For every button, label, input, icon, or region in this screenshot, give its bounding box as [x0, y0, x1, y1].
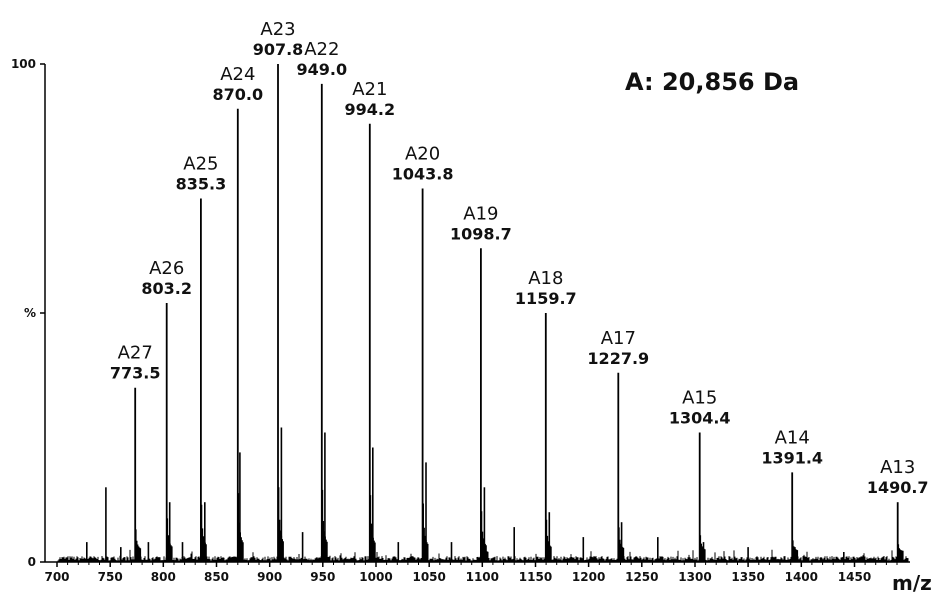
peak-mz-A25: 835.3	[176, 175, 227, 194]
x-tick-label-1250: 1250	[625, 570, 658, 584]
peak-mz-A13: 1490.7	[867, 478, 929, 497]
peak-mz-A18: 1159.7	[515, 289, 577, 308]
x-tick-label-1400: 1400	[785, 570, 818, 584]
peak-shoulder-A26	[167, 518, 173, 562]
x-tick-label-1150: 1150	[519, 570, 552, 584]
peak-mz-A14: 1391.4	[761, 448, 823, 467]
peak-shoulder-A22	[322, 489, 328, 562]
peak-label-A19: A19	[463, 203, 498, 224]
peak-mz-A27: 773.5	[110, 364, 161, 383]
peak-shoulder-A23	[278, 487, 284, 562]
peak-label-A21: A21	[352, 79, 387, 100]
peak-shoulder-A17	[618, 527, 625, 562]
peak-mz-A17: 1227.9	[587, 349, 649, 368]
peak-mz-A26: 803.2	[141, 279, 192, 298]
chart-title: A: 20,856 Da	[625, 68, 799, 96]
peak-shoulder-A19	[481, 511, 487, 562]
x-tick-label-1000: 1000	[359, 570, 392, 584]
major-peaks	[134, 64, 904, 562]
peak-label-A17: A17	[601, 328, 636, 349]
x-tick-label-1300: 1300	[678, 570, 711, 584]
y-tick-label-1: %	[24, 306, 36, 320]
peak-label-A22: A22	[304, 39, 339, 60]
peak-label-A20: A20	[405, 144, 440, 165]
peak-label-A26: A26	[149, 258, 184, 279]
peak-label-A25: A25	[183, 154, 218, 175]
x-tick-label-800: 800	[151, 570, 176, 584]
peak-shoulder-A24	[238, 493, 244, 562]
peak-mz-A21: 994.2	[344, 100, 395, 119]
peak-label-A23: A23	[260, 19, 295, 40]
peak-shoulder-A13	[898, 544, 904, 562]
x-tick-label-1350: 1350	[731, 570, 764, 584]
peak-label-A24: A24	[220, 64, 255, 85]
y-tick-label-2: 100	[11, 57, 36, 71]
x-tick-label-1050: 1050	[412, 570, 445, 584]
peak-shoulder-A21	[370, 495, 376, 562]
peak-label-A13: A13	[880, 457, 915, 478]
peak-label-A27: A27	[118, 343, 153, 364]
y-ticks: 0% 100	[11, 57, 45, 569]
x-tick-label-850: 850	[204, 570, 229, 584]
x-tick-label-1100: 1100	[466, 570, 499, 584]
x-tick-label-950: 950	[310, 570, 335, 584]
peak-mz-A20: 1043.8	[392, 165, 454, 184]
peak-shoulder-A15	[700, 535, 706, 562]
peak-shoulder-A18	[546, 519, 552, 562]
x-tick-label-1200: 1200	[572, 570, 605, 584]
x-tick-label-750: 750	[98, 570, 123, 584]
peak-label-A15: A15	[682, 388, 717, 409]
x-axis-unit: m/z	[892, 571, 932, 595]
peak-mz-A19: 1098.7	[450, 224, 512, 243]
peak-shoulder-A20	[423, 503, 429, 562]
peak-mz-A24: 870.0	[212, 85, 263, 104]
peak-shoulder-A27	[135, 529, 142, 562]
peak-shoulder-A25	[201, 504, 207, 562]
x-tick-label-900: 900	[257, 570, 282, 584]
y-tick-label-0: 0	[28, 555, 36, 569]
x-tick-label-700: 700	[44, 570, 69, 584]
peak-mz-A23: 907.8	[253, 40, 304, 59]
peak-mz-A15: 1304.4	[669, 409, 731, 428]
x-tick-label-1450: 1450	[838, 570, 871, 584]
peak-mz-A22: 949.0	[296, 60, 347, 79]
peak-label-A14: A14	[775, 427, 810, 448]
peak-label-A18: A18	[528, 268, 563, 289]
peak-shoulder-A14	[792, 540, 799, 562]
x-ticks: 700 750 800 850 900 950 1000 1050 1100 1150 1200 12…	[44, 562, 898, 584]
